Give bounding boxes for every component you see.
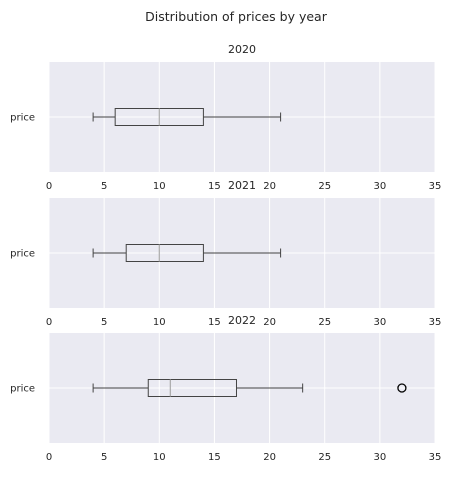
- x-tick-label: 0: [46, 181, 52, 192]
- x-tick-label: 5: [101, 317, 107, 328]
- x-tick-label: 15: [208, 317, 221, 328]
- x-tick-label: 30: [373, 181, 386, 192]
- x-tick-label: 20: [263, 317, 276, 328]
- x-tick-label: 30: [373, 317, 386, 328]
- panel-title: 2022: [228, 314, 256, 327]
- x-tick-label: 25: [318, 181, 331, 192]
- x-tick-label: 35: [429, 181, 442, 192]
- panel-title: 2020: [228, 43, 256, 56]
- x-tick-label: 15: [208, 181, 221, 192]
- outlier-point: [397, 383, 407, 393]
- panel-title: 2021: [228, 179, 256, 192]
- x-tick-label: 0: [46, 452, 52, 463]
- y-tick-label: price: [10, 249, 35, 260]
- panel-2022: 2022 price 0 5 10 15 20 25 30 35: [10, 314, 441, 463]
- x-tick-label: 10: [153, 452, 166, 463]
- y-tick-label: price: [10, 113, 35, 124]
- x-tick-label: 25: [318, 317, 331, 328]
- x-tick-label: 35: [429, 317, 442, 328]
- x-tick-label: 10: [153, 317, 166, 328]
- iqr-box: [147, 379, 237, 397]
- x-tick-label: 10: [153, 181, 166, 192]
- x-tick-label: 5: [101, 452, 107, 463]
- x-tick-label: 30: [373, 452, 386, 463]
- panel-2021: 2021 price 0 5 10 15 20 25 30 35: [10, 179, 441, 328]
- x-tick-label: 0: [46, 317, 52, 328]
- panel-2020: 2020 price 0 5 10 15 20 25 30 35: [10, 43, 441, 192]
- iqr-box: [125, 244, 204, 262]
- x-tick-label: 20: [263, 181, 276, 192]
- x-tick-label: 25: [318, 452, 331, 463]
- x-tick-label: 20: [263, 452, 276, 463]
- y-tick-label: price: [10, 384, 35, 395]
- x-tick-label: 5: [101, 181, 107, 192]
- figure-title: Distribution of prices by year: [145, 9, 328, 24]
- x-tick-label: 15: [208, 452, 221, 463]
- x-tick-label: 35: [429, 452, 442, 463]
